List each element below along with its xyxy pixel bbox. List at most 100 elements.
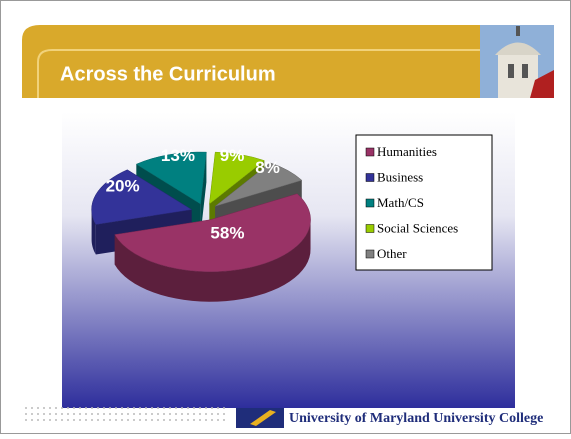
- dot: [199, 407, 201, 409]
- legend-swatch: [366, 225, 374, 233]
- dot: [211, 419, 213, 421]
- dot: [139, 413, 141, 415]
- dot: [157, 419, 159, 421]
- dot: [115, 413, 117, 415]
- dot: [193, 407, 195, 409]
- dot: [67, 419, 69, 421]
- dot: [211, 407, 213, 409]
- dot: [217, 419, 219, 421]
- dot: [223, 413, 225, 415]
- legend-swatch: [366, 199, 374, 207]
- dot: [49, 413, 51, 415]
- dot: [163, 419, 165, 421]
- dot: [175, 407, 177, 409]
- footer-text: University of Maryland University Colleg…: [289, 411, 543, 426]
- dot: [205, 413, 207, 415]
- dot: [55, 419, 57, 421]
- legend-label: Other: [377, 246, 407, 261]
- dot: [133, 413, 135, 415]
- dot: [55, 413, 57, 415]
- data-label: 58%: [210, 224, 244, 243]
- dot: [97, 413, 99, 415]
- dot: [61, 413, 63, 415]
- dot: [121, 407, 123, 409]
- data-label: 8%: [255, 158, 280, 177]
- legend-swatch: [366, 148, 374, 156]
- dot: [139, 407, 141, 409]
- dot: [109, 419, 111, 421]
- dot: [85, 413, 87, 415]
- dot: [37, 413, 39, 415]
- dot: [169, 407, 171, 409]
- dot: [97, 419, 99, 421]
- dot: [43, 407, 45, 409]
- legend-swatch: [366, 174, 374, 182]
- dot: [127, 407, 129, 409]
- dot: [79, 419, 81, 421]
- dot: [133, 419, 135, 421]
- dot: [127, 419, 129, 421]
- dot: [43, 419, 45, 421]
- dot: [181, 419, 183, 421]
- dot: [151, 419, 153, 421]
- dot: [145, 419, 147, 421]
- legend-label: Social Sciences: [377, 220, 458, 235]
- dot: [121, 413, 123, 415]
- dot: [103, 413, 105, 415]
- dot: [223, 407, 225, 409]
- building-image: [480, 25, 554, 98]
- dot: [79, 413, 81, 415]
- dot: [25, 413, 27, 415]
- dot: [145, 413, 147, 415]
- dot: [79, 407, 81, 409]
- header-bar: [22, 25, 480, 98]
- legend-label: Math/CS: [377, 195, 424, 210]
- dot: [163, 413, 165, 415]
- dot: [151, 407, 153, 409]
- dot: [163, 407, 165, 409]
- dot: [205, 407, 207, 409]
- dot: [91, 419, 93, 421]
- dot: [169, 419, 171, 421]
- dot: [133, 407, 135, 409]
- dot: [193, 413, 195, 415]
- dot: [61, 407, 63, 409]
- dot: [67, 407, 69, 409]
- dot: [199, 419, 201, 421]
- dot: [157, 407, 159, 409]
- dot: [109, 407, 111, 409]
- dot: [73, 419, 75, 421]
- dot: [73, 413, 75, 415]
- legend-label: Humanities: [377, 144, 437, 159]
- dot: [25, 419, 27, 421]
- dot: [85, 419, 87, 421]
- dot: [217, 413, 219, 415]
- dot: [67, 413, 69, 415]
- dot: [187, 419, 189, 421]
- dot: [205, 419, 207, 421]
- dot: [187, 407, 189, 409]
- dot: [31, 419, 33, 421]
- dot: [55, 407, 57, 409]
- dot: [121, 419, 123, 421]
- dot: [103, 407, 105, 409]
- dot: [169, 413, 171, 415]
- dot: [37, 419, 39, 421]
- dot: [91, 407, 93, 409]
- data-label: 13%: [161, 146, 195, 165]
- dot: [85, 407, 87, 409]
- dot: [115, 407, 117, 409]
- slide: Across the Curriculum 58%20%13%9%8% Huma…: [0, 0, 571, 434]
- dot: [61, 419, 63, 421]
- dot: [175, 419, 177, 421]
- dot: [109, 413, 111, 415]
- dot: [223, 419, 225, 421]
- dot: [217, 407, 219, 409]
- dot: [151, 413, 153, 415]
- dot: [49, 407, 51, 409]
- dot: [193, 419, 195, 421]
- dot: [25, 407, 27, 409]
- dot: [31, 407, 33, 409]
- legend-swatch: [366, 250, 374, 258]
